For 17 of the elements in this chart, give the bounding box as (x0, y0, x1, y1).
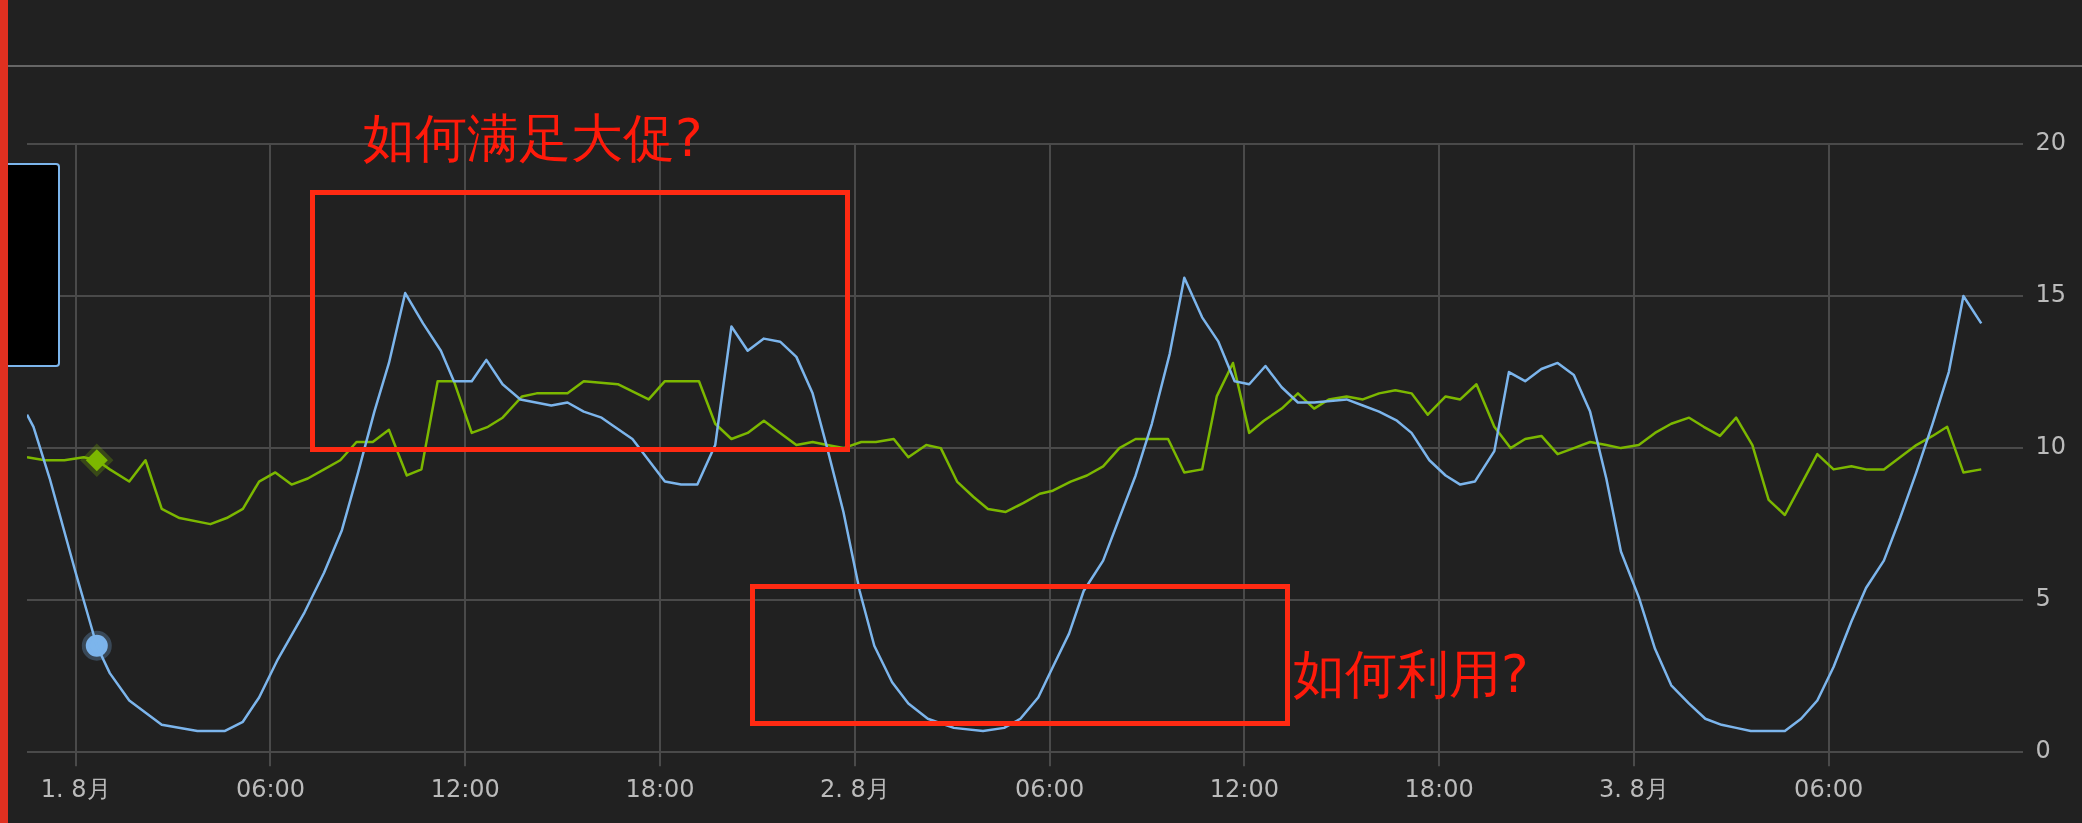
x-tick-label: 06:00 (235, 774, 306, 803)
y-tick-label: 10 (2035, 432, 2067, 461)
x-tick-label: 06:00 (1794, 774, 1864, 803)
annotation: 如何满足大促? (363, 108, 703, 168)
annotation: 如何利用? (1293, 644, 1529, 704)
x-tick-label: 18:00 (625, 774, 695, 803)
x-tick-label: 12:00 (1209, 774, 1279, 803)
x-tick-label: 12:00 (430, 774, 500, 803)
x-tick-label: 2. 8月 (819, 774, 890, 803)
x-tick-label: 18:00 (1404, 774, 1474, 803)
y-tick-label: 20 (2035, 128, 2067, 157)
x-tick-label: 1. 8月 (40, 774, 111, 803)
y-tick-label: 0 (2035, 736, 2051, 765)
x-tick-label: 06:00 (1014, 774, 1085, 803)
y-tick-label: 15 (2035, 280, 2067, 309)
y-tick-label: 5 (2035, 584, 2051, 613)
x-tick-label: 3. 8月 (1599, 774, 1669, 803)
